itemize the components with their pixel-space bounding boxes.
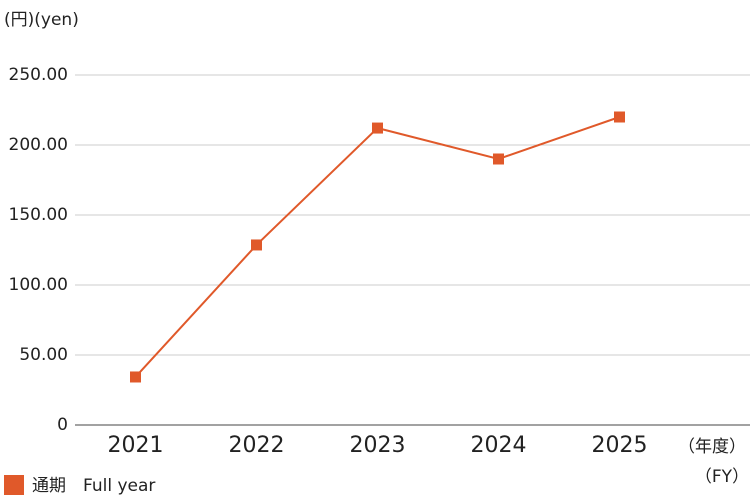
x-axis-label: （FY） xyxy=(695,467,749,487)
y-tick-label: 250.00 xyxy=(9,65,68,85)
x-tick-label: 2024 xyxy=(471,433,527,458)
y-tick-label: 100.00 xyxy=(9,275,68,295)
x-tick-label: 2025 xyxy=(592,433,648,458)
y-tick-label: 150.00 xyxy=(9,205,68,225)
y-tick-label: 200.00 xyxy=(9,135,68,155)
y-axis-label: (円)(yen) xyxy=(4,10,79,30)
y-tick-label: 50.00 xyxy=(19,345,68,365)
x-tick-label: 2023 xyxy=(350,433,406,458)
legend-label: 通期 Full year xyxy=(32,476,155,496)
legend-swatch xyxy=(4,475,24,495)
marker xyxy=(251,239,262,251)
x-tick-label: 2022 xyxy=(229,433,285,458)
marker xyxy=(130,371,141,383)
x-axis-label: （年度） xyxy=(678,437,746,457)
x-tick-label: 2021 xyxy=(108,433,164,458)
marker xyxy=(372,122,383,134)
y-tick-label: 0 xyxy=(57,415,68,435)
marker xyxy=(614,111,625,123)
line xyxy=(134,116,620,378)
marker xyxy=(493,153,504,165)
